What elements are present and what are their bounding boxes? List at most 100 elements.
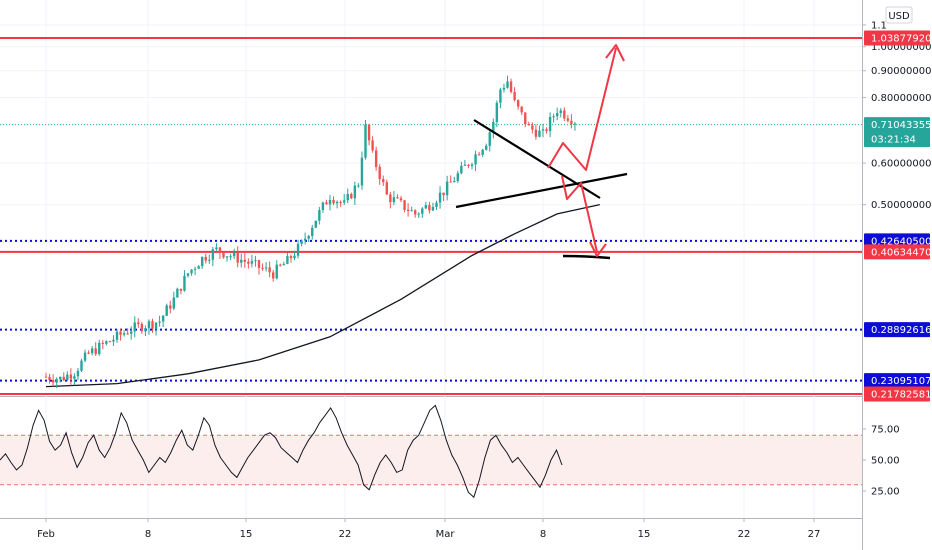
candle-body	[51, 380, 55, 383]
candle-body	[105, 341, 108, 344]
candle-body	[247, 261, 250, 264]
rsi-panel: 75.00 50.00 25.00	[0, 404, 900, 499]
candle-body	[279, 264, 282, 266]
price-tick-label: 1.1	[871, 20, 887, 31]
candle-body	[161, 315, 165, 322]
candle-body	[559, 110, 562, 114]
candle-body	[236, 252, 239, 263]
candle-body	[442, 192, 445, 196]
candle-body	[289, 256, 293, 259]
candle-body	[367, 124, 371, 141]
candle-body	[130, 331, 133, 334]
candle-body	[311, 227, 314, 236]
candle-body	[392, 197, 396, 203]
time-tick-label: 8	[540, 529, 546, 540]
candle-body	[396, 197, 399, 199]
currency-box[interactable]	[885, 6, 913, 24]
rsi-axis-label: 25.00	[871, 487, 900, 498]
price-tag-label: 0.21782581	[871, 390, 931, 401]
candle-body	[275, 264, 278, 279]
candle-body	[307, 235, 310, 239]
candle-body	[357, 185, 360, 187]
candle-body	[87, 352, 90, 354]
price-tag-label: 0.40634470	[871, 247, 931, 258]
candle-body	[232, 252, 236, 257]
candle-body	[144, 328, 147, 332]
price-tag-label: 0.28892616	[871, 325, 931, 336]
candle-body	[282, 263, 286, 266]
time-tick-label: 22	[738, 529, 751, 540]
candle-body	[215, 247, 218, 250]
candle-body	[374, 150, 378, 167]
candle-body	[264, 267, 268, 269]
candle-body	[527, 124, 530, 126]
candle-body	[59, 376, 62, 380]
price-tag-bg	[864, 373, 930, 389]
time-tick-label: 27	[808, 529, 821, 540]
candle-body	[69, 374, 73, 379]
candle-body	[172, 297, 175, 309]
candle-body	[208, 259, 211, 261]
candle-body	[531, 125, 534, 130]
candle-body	[268, 267, 271, 273]
price-tick-label: 0.90000000	[871, 66, 931, 77]
candle-body	[541, 129, 545, 131]
price-tick-label: 1.00000000	[871, 42, 931, 53]
candle-body	[516, 100, 520, 107]
candle-body	[147, 321, 151, 329]
bearish-path-arrow	[561, 175, 598, 253]
candle-body	[48, 376, 51, 381]
candle-body	[350, 193, 353, 199]
candle-body	[94, 348, 97, 355]
candle-body	[272, 272, 275, 279]
candle-body	[435, 202, 438, 207]
candle-body	[467, 164, 470, 167]
candle-body	[261, 267, 264, 269]
price-tag-label: 0.42640500	[871, 236, 931, 247]
candle-body	[133, 322, 136, 332]
candle-body	[428, 205, 431, 211]
candle-body	[186, 273, 190, 276]
time-tick-label: 8	[145, 529, 151, 540]
time-axis: Feb 8 15 22 Mar 8 15 22 27	[37, 518, 820, 540]
projection-curve	[562, 254, 611, 260]
candle-body	[477, 154, 481, 156]
candle-body	[325, 202, 328, 205]
candle-body	[492, 121, 495, 133]
candle-body	[197, 266, 200, 269]
candle-body	[193, 268, 197, 270]
candle-body	[389, 194, 392, 203]
price-tick-label: 0.80000000	[871, 93, 931, 104]
candle-body	[140, 324, 144, 332]
price-tags: 1.038779200.7104335503:21:340.426405000.…	[864, 30, 931, 402]
candle-body	[257, 260, 261, 268]
candle-body	[502, 87, 506, 90]
moving-average	[45, 203, 600, 388]
candle-body	[44, 376, 48, 378]
candle-body	[204, 256, 207, 261]
candle-body	[126, 333, 129, 335]
candle-body	[556, 113, 559, 117]
candle-body	[481, 149, 484, 155]
candle-body	[474, 154, 477, 165]
candle-body	[360, 157, 364, 186]
candle-body	[566, 118, 570, 121]
price-tag-bg	[864, 117, 930, 148]
candle-body	[545, 129, 548, 132]
candle-body	[222, 252, 225, 258]
price-tag-bg	[864, 30, 930, 46]
price-tag-bg	[864, 244, 930, 260]
candle-body	[410, 210, 413, 212]
candle-body	[438, 192, 442, 203]
candle-body	[112, 339, 115, 342]
candle-body	[449, 181, 452, 183]
candle-body	[488, 132, 491, 146]
candle-body	[378, 166, 381, 180]
candle-body	[343, 200, 346, 203]
candle-body	[154, 322, 158, 329]
candle-body	[119, 331, 122, 335]
price-tick-label: 0.60000000	[871, 159, 931, 170]
candle-body	[73, 376, 76, 379]
candle-body	[83, 352, 87, 361]
candle-body	[76, 370, 80, 377]
